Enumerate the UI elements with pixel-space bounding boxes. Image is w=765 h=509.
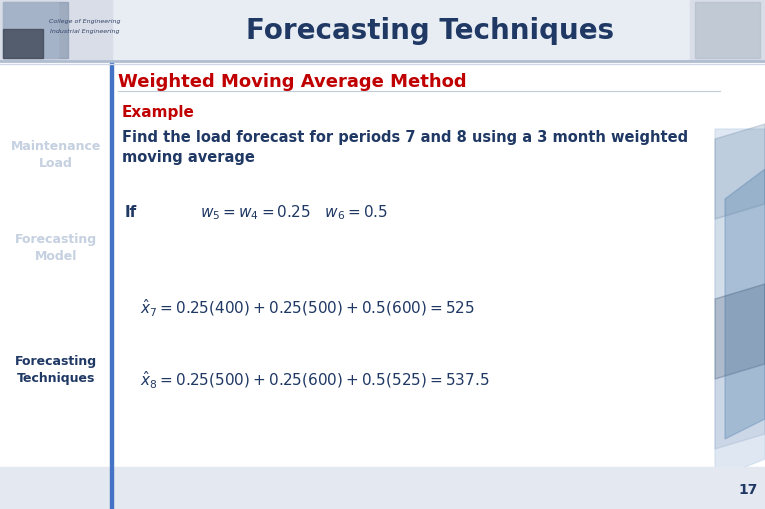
Bar bbox=[3, 30, 43, 59]
Text: If: If bbox=[125, 205, 137, 220]
Bar bbox=[0, 467, 765, 509]
Text: $w_5 = w_4 = 0.25 \ \ \ w_6 = 0.5$: $w_5 = w_4 = 0.25 \ \ \ w_6 = 0.5$ bbox=[200, 203, 388, 222]
Text: Forecasting
Techniques: Forecasting Techniques bbox=[15, 354, 97, 384]
Bar bbox=[0, 62, 765, 509]
Bar bbox=[3, 3, 68, 59]
Polygon shape bbox=[715, 364, 765, 449]
Bar bbox=[695, 3, 760, 59]
Bar bbox=[110, 62, 113, 509]
Polygon shape bbox=[715, 130, 765, 479]
Text: Industrial Engineering: Industrial Engineering bbox=[50, 30, 120, 35]
Polygon shape bbox=[725, 169, 765, 439]
Text: $\hat{x}_7 = 0.25(400) + 0.25(500) + 0.5(600) = 525$: $\hat{x}_7 = 0.25(400) + 0.25(500) + 0.5… bbox=[140, 297, 475, 318]
Text: Find the load forecast for periods 7 and 8 using a 3 month weighted: Find the load forecast for periods 7 and… bbox=[122, 130, 688, 145]
Text: Maintenance
Load: Maintenance Load bbox=[11, 140, 101, 169]
Text: Forecasting Techniques: Forecasting Techniques bbox=[246, 17, 614, 45]
Polygon shape bbox=[715, 205, 765, 299]
Bar bbox=[690, 0, 765, 62]
Bar bbox=[0, 0, 765, 62]
Text: moving average: moving average bbox=[122, 150, 255, 165]
Text: College of Engineering: College of Engineering bbox=[49, 19, 121, 24]
Bar bbox=[3, 3, 58, 59]
Polygon shape bbox=[715, 125, 765, 219]
Text: Example: Example bbox=[122, 104, 195, 119]
Bar bbox=[0, 0, 112, 62]
Polygon shape bbox=[715, 285, 765, 379]
Text: Weighted Moving Average Method: Weighted Moving Average Method bbox=[118, 73, 467, 91]
Text: 17: 17 bbox=[738, 482, 757, 496]
Text: Forecasting
Model: Forecasting Model bbox=[15, 233, 97, 263]
Text: $\hat{x}_8 = 0.25(500) + 0.25(600) + 0.5(525) = 537.5$: $\hat{x}_8 = 0.25(500) + 0.25(600) + 0.5… bbox=[140, 369, 490, 390]
